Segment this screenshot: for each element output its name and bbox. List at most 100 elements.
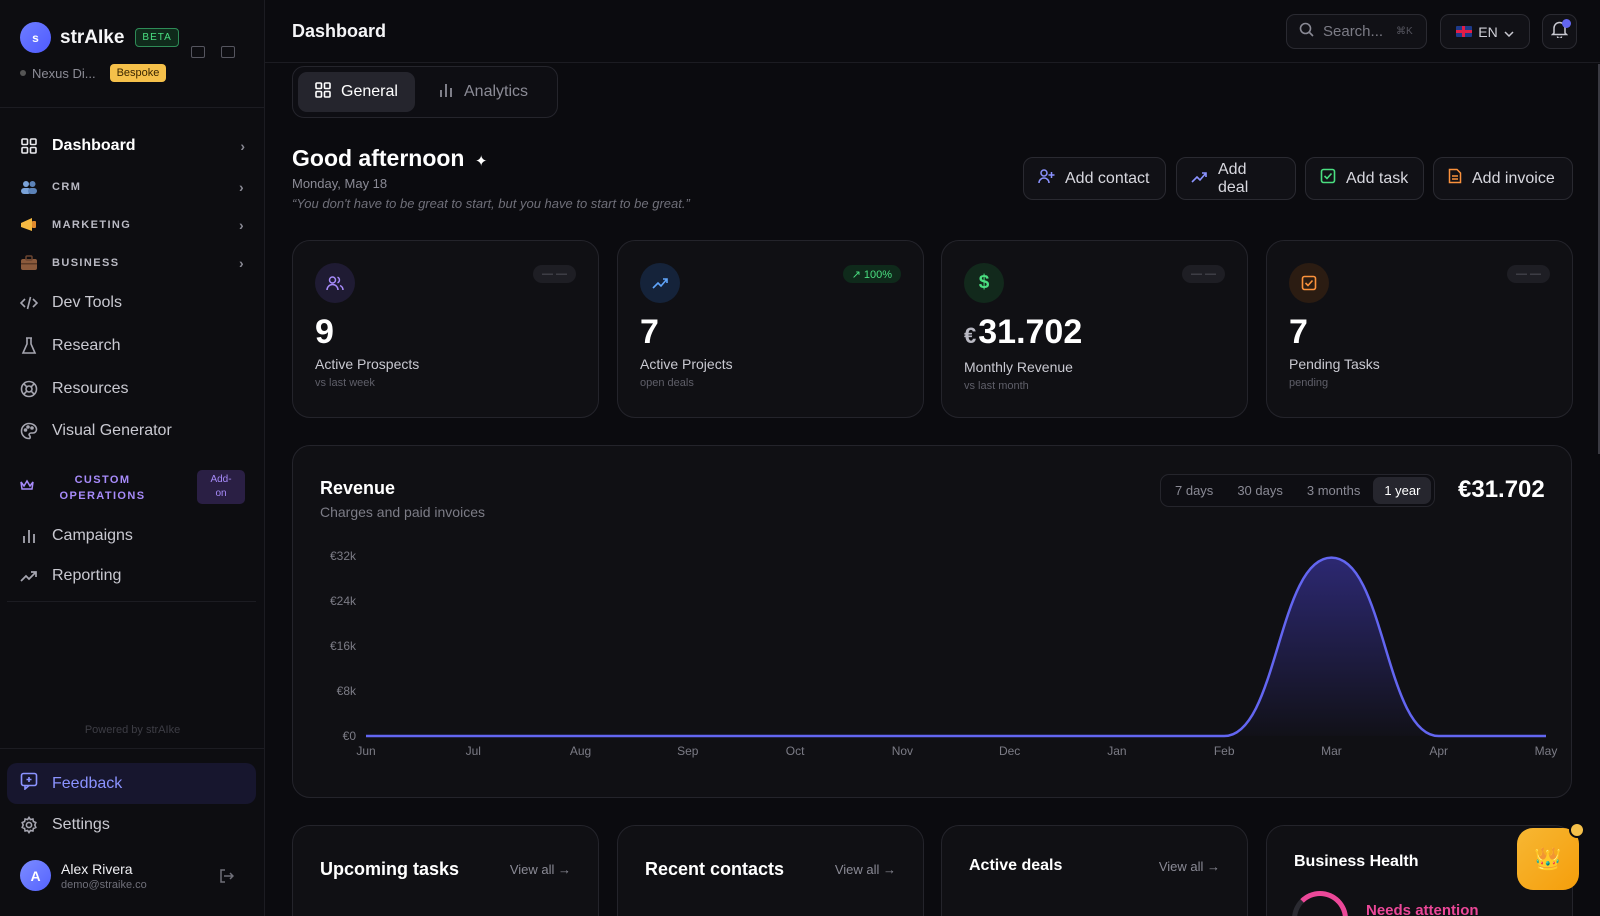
x-tick-label: Sep xyxy=(677,744,699,758)
notifications-button[interactable] xyxy=(1542,14,1577,49)
code-icon xyxy=(20,294,38,312)
stat-card-active-prospects[interactable]: — — 9 Active Prospects vs last week xyxy=(292,240,599,418)
revenue-panel: €0 €8k €16k €24k €32k Jun Jul Aug Sep Oct Nov Dec Ja… xyxy=(292,445,1572,798)
sidebar-item-reporting[interactable]: Reporting xyxy=(20,567,245,585)
search-input[interactable]: Search... ⌘K xyxy=(1286,14,1427,49)
trend-icon xyxy=(20,567,38,585)
range-1-year[interactable]: 1 year xyxy=(1373,477,1432,504)
sidebar-item-label: CRM xyxy=(52,181,82,193)
view-all-link[interactable]: View all → xyxy=(1158,859,1220,874)
chevron-right-icon: › xyxy=(238,179,245,195)
recent-contacts-card: Recent contacts View all → xyxy=(617,825,924,916)
sidebar-item-label: MARKETING xyxy=(52,219,132,231)
change-badge: — — xyxy=(532,265,576,283)
revenue-line xyxy=(366,556,1546,738)
sparkle-icon: ✦ xyxy=(474,153,488,170)
sidebar: s strAIke BETA Nexus Di... Bespoke Dashb… xyxy=(0,0,265,916)
add-contact-button[interactable]: Add contact xyxy=(1023,157,1166,200)
sidebar-item-visual-generator[interactable]: Visual Generator xyxy=(20,422,245,440)
dollar-icon: $ xyxy=(964,263,1004,303)
revenue-area xyxy=(366,557,1546,736)
divider xyxy=(7,601,256,602)
range-7-days[interactable]: 7 days xyxy=(1175,483,1214,498)
sidebar-item-settings[interactable]: Settings xyxy=(20,816,245,834)
workspace-name: Nexus Di... xyxy=(32,65,96,81)
add-deal-label: Add deal xyxy=(1218,160,1249,196)
feedback-button[interactable]: Feedback xyxy=(7,763,256,804)
feedback-label: Feedback xyxy=(52,774,123,792)
notification-dot xyxy=(1569,822,1585,838)
grid-icon xyxy=(315,81,331,103)
user-profile[interactable]: A Alex Rivera demo@straike.co xyxy=(20,860,147,891)
sidebar-item-campaigns[interactable]: Campaigns xyxy=(20,527,245,545)
revenue-chart: €0 €8k €16k €24k €32k Jun Jul Aug Sep Oct Nov Dec Ja… xyxy=(330,549,1557,758)
stat-card-monthly-revenue[interactable]: $ — — €31.702 Monthly Revenue vs last mo… xyxy=(941,240,1248,418)
tab-label: General xyxy=(341,83,398,100)
tab-analytics[interactable]: Analytics xyxy=(421,72,545,112)
stat-card-active-projects[interactable]: ↗ 100% 7 Active Projects open deals xyxy=(617,240,924,418)
card-title: Business Health xyxy=(1294,853,1419,870)
range-3-months[interactable]: 3 months xyxy=(1306,483,1361,498)
language-select[interactable]: EN xyxy=(1440,14,1530,49)
tab-general[interactable]: General xyxy=(298,72,415,112)
sidebar-item-research[interactable]: Research xyxy=(20,337,245,355)
feedback-icon xyxy=(20,772,38,795)
add-task-label: Add task xyxy=(1346,169,1409,187)
list-view-icon[interactable] xyxy=(191,46,205,58)
x-tick-label: Nov xyxy=(892,744,913,758)
sidebar-item-dashboard[interactable]: Dashboard › xyxy=(20,137,245,155)
sidebar-item-resources[interactable]: Resources xyxy=(20,380,245,398)
card-title: Recent contacts xyxy=(645,859,785,879)
gear-icon xyxy=(20,816,38,834)
sidebar-item-label: Campaigns xyxy=(52,527,133,544)
add-invoice-button[interactable]: Add invoice xyxy=(1433,157,1573,200)
y-tick-label: €16k xyxy=(330,639,357,653)
revenue-total: €31.702 xyxy=(1458,476,1545,503)
brand[interactable]: s strAIke BETA xyxy=(20,22,179,53)
sidebar-item-label: Reporting xyxy=(52,567,122,584)
trend-icon xyxy=(1191,170,1208,188)
x-tick-label: Jan xyxy=(1107,744,1126,758)
sidebar-item-business[interactable]: BUSINESS › xyxy=(20,254,245,272)
greeting-title: Good afternoon ✦ xyxy=(292,145,487,172)
add-task-button[interactable]: Add task xyxy=(1305,157,1424,200)
topbar: Dashboard Search... ⌘K EN xyxy=(265,0,1600,63)
logout-icon[interactable] xyxy=(219,869,235,886)
add-deal-button[interactable]: Add deal xyxy=(1176,157,1296,200)
language-label: EN xyxy=(1478,23,1498,40)
stat-label: Pending Tasks xyxy=(1289,356,1380,372)
view-all-link[interactable]: View all → xyxy=(834,862,896,877)
chevron-right-icon: › xyxy=(238,255,245,271)
x-tick-label: Oct xyxy=(786,744,805,758)
sidebar-item-crm[interactable]: CRM › xyxy=(20,178,245,196)
change-badge: ↗ 100% xyxy=(842,265,901,283)
x-tick-label: Apr xyxy=(1429,744,1448,758)
chevron-right-icon: › xyxy=(238,217,245,233)
health-gauge xyxy=(1292,891,1348,916)
custom-operations-section[interactable]: CUSTOM OPERATIONS Add-on xyxy=(20,470,245,504)
workspace-switcher[interactable]: Nexus Di... Bespoke xyxy=(20,64,167,82)
x-tick-label: Feb xyxy=(1214,744,1235,758)
view-all-link[interactable]: View all → xyxy=(509,862,571,877)
stat-value: 7 xyxy=(640,313,659,351)
lifebuoy-icon xyxy=(20,380,38,398)
currency-symbol: € xyxy=(964,323,977,348)
collapse-sidebar-icon[interactable] xyxy=(221,46,235,58)
sidebar-item-label: BUSINESS xyxy=(52,257,120,269)
range-30-days[interactable]: 30 days xyxy=(1237,483,1283,498)
palette-icon xyxy=(20,422,38,440)
trend-icon xyxy=(640,263,680,303)
stat-subtext: open deals xyxy=(640,377,694,389)
y-tick-label: €8k xyxy=(337,684,357,698)
divider xyxy=(0,748,265,749)
scrollbar[interactable] xyxy=(1598,64,1600,454)
stat-value: 9 xyxy=(315,313,334,351)
x-tick-label: Jun xyxy=(356,744,375,758)
sidebar-item-marketing[interactable]: MARKETING › xyxy=(20,216,245,234)
upcoming-tasks-card: Upcoming tasks View all → xyxy=(292,825,599,916)
stat-subtext: vs last week xyxy=(315,377,375,389)
beta-badge: BETA xyxy=(135,28,179,47)
sidebar-item-dev-tools[interactable]: Dev Tools xyxy=(20,294,245,312)
assistant-button[interactable]: 👑 xyxy=(1517,822,1585,890)
stat-card-pending-tasks[interactable]: — — 7 Pending Tasks pending xyxy=(1266,240,1573,418)
